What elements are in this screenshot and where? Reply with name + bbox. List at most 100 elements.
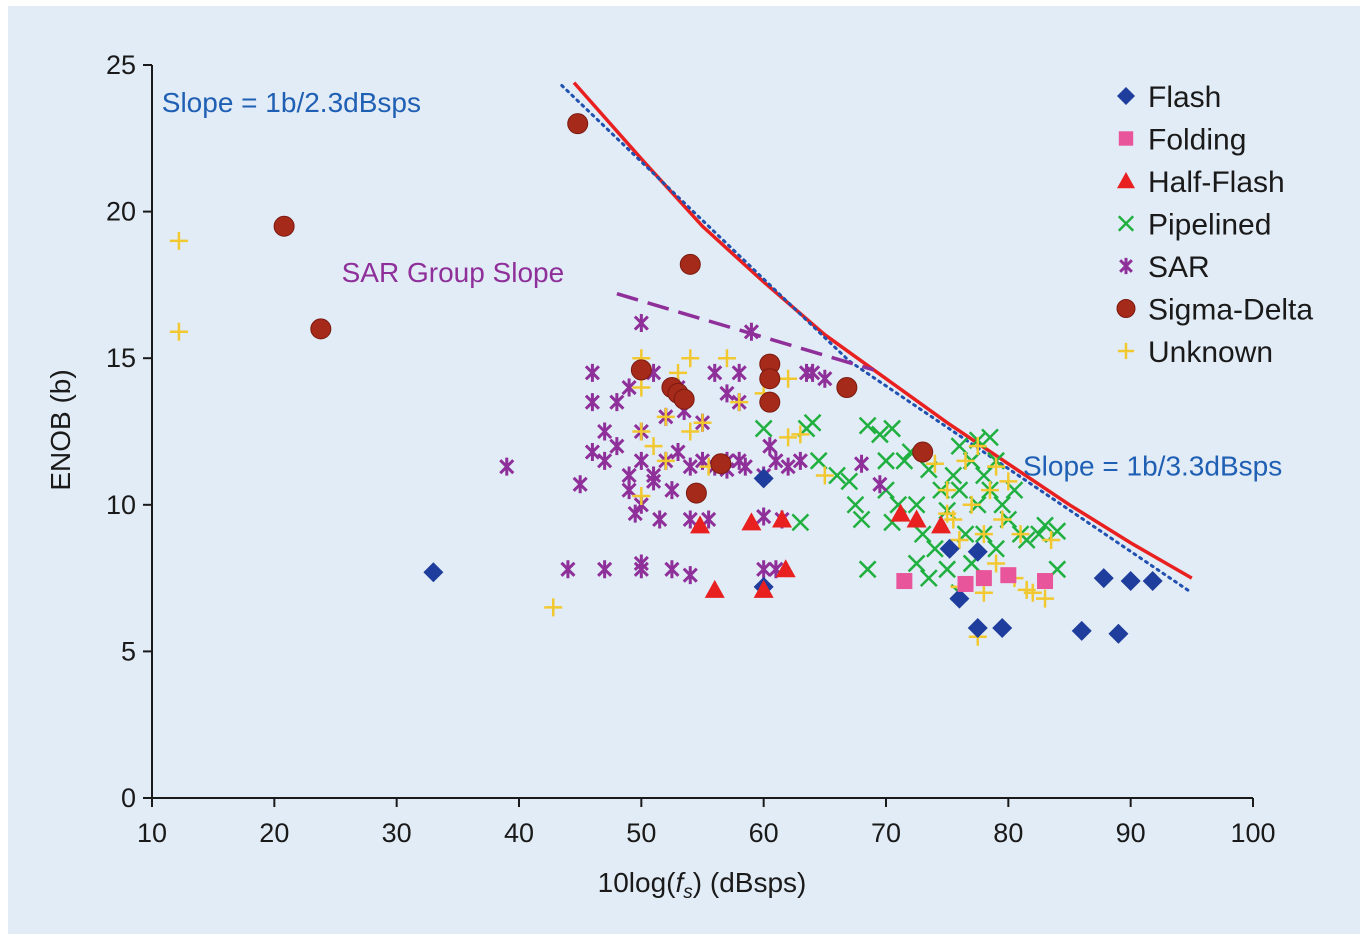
point-unknown bbox=[815, 466, 834, 485]
x-tick-label: 10 bbox=[137, 818, 167, 848]
legend-label: Sigma-Delta bbox=[1148, 294, 1313, 327]
legend-label: Unknown bbox=[1148, 336, 1273, 369]
point-flash bbox=[1093, 568, 1114, 589]
point-unknown bbox=[1042, 530, 1061, 549]
point-sar bbox=[682, 457, 698, 476]
point-unknown bbox=[779, 369, 798, 388]
point-folding bbox=[975, 570, 992, 587]
point-unknown bbox=[938, 504, 957, 523]
point-pipelined bbox=[858, 416, 877, 435]
y-tick-label: 15 bbox=[106, 343, 136, 373]
point-half-flash bbox=[753, 579, 774, 598]
point-sar bbox=[609, 393, 625, 412]
point-folding bbox=[1037, 573, 1054, 590]
point-pipelined bbox=[950, 437, 969, 456]
x-tick-label: 50 bbox=[626, 818, 656, 848]
point-unknown bbox=[169, 322, 188, 341]
point-pipelined bbox=[858, 560, 877, 579]
trend-lines bbox=[560, 81, 1194, 595]
point-unknown bbox=[938, 481, 957, 500]
point-pipelined bbox=[809, 451, 828, 470]
x-tick-label: 80 bbox=[993, 818, 1023, 848]
point-sigma-delta bbox=[630, 359, 652, 381]
point-half-flash bbox=[741, 512, 762, 531]
point-sar bbox=[792, 451, 808, 470]
point-sar bbox=[817, 369, 833, 388]
point-pipelined bbox=[870, 425, 889, 444]
point-sar bbox=[621, 378, 637, 397]
point-half-flash bbox=[906, 509, 927, 528]
point-sar bbox=[872, 475, 888, 494]
point-unknown bbox=[987, 554, 1006, 573]
point-pipelined bbox=[754, 419, 773, 438]
point-sar bbox=[627, 504, 643, 523]
point-sar bbox=[633, 314, 649, 333]
trend-line-solid bbox=[572, 81, 1193, 580]
point-sigma-delta bbox=[685, 482, 707, 504]
point-sar bbox=[762, 437, 778, 456]
point-pipelined bbox=[950, 481, 969, 500]
legend-marker-folding bbox=[1118, 131, 1134, 146]
y-tick-label: 5 bbox=[121, 636, 136, 666]
chart-frame bbox=[8, 6, 1360, 934]
point-pipelined bbox=[846, 495, 865, 514]
point-pipelined bbox=[938, 560, 957, 579]
point-pipelined bbox=[828, 466, 846, 485]
legend-label: Pipelined bbox=[1148, 209, 1271, 242]
y-tick-label: 20 bbox=[106, 197, 136, 227]
point-unknown bbox=[644, 437, 663, 456]
point-sar bbox=[682, 510, 698, 529]
x-tick-label: 40 bbox=[504, 818, 534, 848]
point-folding bbox=[896, 573, 913, 590]
point-flash bbox=[1108, 623, 1129, 644]
point-unknown bbox=[968, 437, 987, 456]
point-flash bbox=[423, 562, 444, 583]
annotation-label: Slope = 1b/2.3dBsps bbox=[162, 87, 421, 118]
legend-marker-pipelined bbox=[1117, 215, 1135, 232]
x-axis-title-sub: s bbox=[683, 882, 693, 903]
point-sar bbox=[719, 384, 735, 403]
trend-line-dashed bbox=[616, 292, 875, 372]
point-half-flash bbox=[775, 559, 796, 578]
legend: Flash Folding Half-Flash Pipelined SAR Sigma-… bbox=[1116, 81, 1313, 369]
point-flash bbox=[939, 538, 960, 559]
legend-label: Folding bbox=[1148, 124, 1246, 157]
point-sar bbox=[646, 472, 662, 491]
annotation-label: SAR Group Slope bbox=[342, 257, 565, 288]
point-pipelined bbox=[907, 554, 926, 573]
point-sar bbox=[756, 507, 772, 526]
point-unknown bbox=[1036, 589, 1055, 608]
x-tick-label: 90 bbox=[1116, 818, 1146, 848]
x-tick-label: 20 bbox=[259, 818, 289, 848]
point-pipelined bbox=[877, 451, 895, 470]
point-sigma-delta bbox=[273, 215, 295, 237]
point-sar bbox=[682, 566, 698, 585]
point-sar bbox=[731, 363, 747, 382]
legend-marker-sigma-delta bbox=[1116, 299, 1136, 318]
point-half-flash bbox=[690, 515, 711, 534]
point-flash bbox=[967, 541, 988, 562]
point-pipelined bbox=[993, 495, 1012, 514]
point-unknown bbox=[169, 231, 188, 250]
point-sar bbox=[621, 481, 637, 500]
point-unknown bbox=[925, 454, 944, 473]
point-pipelined bbox=[926, 539, 944, 558]
point-sar bbox=[584, 443, 600, 462]
point-unknown bbox=[962, 495, 981, 514]
point-sigma-delta bbox=[710, 453, 732, 475]
x-tick-label: 30 bbox=[382, 818, 412, 848]
x-tick-label: 70 bbox=[871, 818, 901, 848]
point-unknown bbox=[632, 487, 651, 506]
point-unknown bbox=[993, 510, 1012, 529]
point-sar bbox=[780, 457, 796, 476]
point-sigma-delta bbox=[759, 368, 781, 390]
point-sar bbox=[707, 363, 723, 382]
point-sar bbox=[743, 322, 759, 341]
point-pipelined bbox=[987, 539, 1005, 558]
point-sar bbox=[584, 393, 600, 412]
point-flash bbox=[967, 617, 988, 638]
point-unknown bbox=[544, 598, 563, 617]
point-flash bbox=[992, 617, 1013, 638]
point-pipelined bbox=[919, 569, 938, 587]
